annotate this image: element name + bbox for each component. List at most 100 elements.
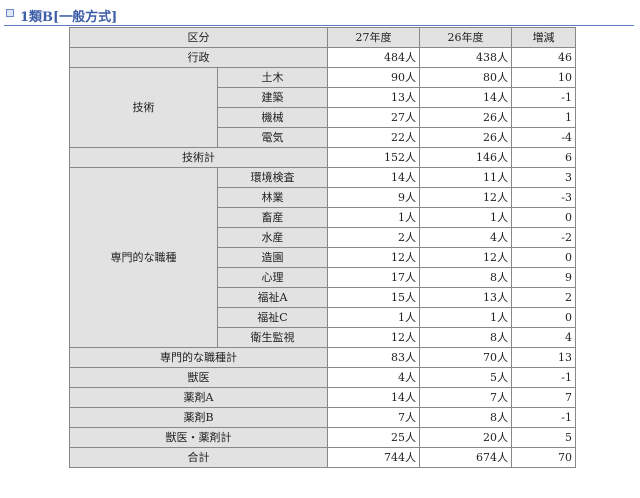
value-y27: 1人: [327, 307, 420, 328]
row-label: 獣医・薬剤計: [69, 427, 328, 448]
square-bullet-icon: [6, 9, 14, 17]
value-diff: 0: [511, 207, 576, 228]
value-diff: 5: [511, 427, 576, 448]
value-y26: 11人: [419, 167, 512, 188]
table-row-subtotal: 獣医・薬剤計 25人 20人 5: [69, 427, 576, 448]
value-diff: 6: [511, 147, 576, 168]
value-diff: 0: [511, 247, 576, 268]
section-title: 1類B[一般方式]: [20, 10, 118, 25]
value-y27: 7人: [327, 407, 420, 428]
value-y26: 1人: [419, 307, 512, 328]
value-y26: 20人: [419, 427, 512, 448]
value-diff: 3: [511, 167, 576, 188]
value-y26: 8人: [419, 327, 512, 348]
group-label-gijutsu: 技術: [69, 67, 218, 148]
value-y26: 8人: [419, 407, 512, 428]
table-row: 機械 27人 26人 1: [70, 107, 576, 128]
value-y26: 12人: [419, 247, 512, 268]
table-row: 専門的な職種 環境検査 14人 11人 3: [69, 167, 576, 348]
value-y26: 146人: [419, 147, 512, 168]
value-y26: 14人: [419, 87, 512, 108]
table-row: 獣医 4人 5人 -1: [69, 367, 576, 388]
row-label: 心理: [217, 267, 328, 288]
value-diff: 10: [511, 67, 576, 88]
table-row: 心理 17人 8人 9: [70, 267, 576, 288]
table-row: 電気 22人 26人 -4: [70, 127, 576, 148]
value-y27: 12人: [327, 327, 420, 348]
value-diff: -1: [511, 87, 576, 108]
value-y27: 1人: [327, 207, 420, 228]
header-y26: 26年度: [419, 27, 512, 48]
row-label: 合計: [69, 447, 328, 468]
value-y26: 4人: [419, 227, 512, 248]
value-y27: 27人: [327, 107, 420, 128]
value-diff: -2: [511, 227, 576, 248]
value-diff: -1: [511, 367, 576, 388]
value-diff: 9: [511, 267, 576, 288]
value-y27: 15人: [327, 287, 420, 308]
row-label: 薬剤A: [69, 387, 328, 408]
value-y27: 4人: [327, 367, 420, 388]
row-label: 衛生監視: [217, 327, 328, 348]
header-diff: 増減: [511, 27, 576, 48]
value-diff: 4: [511, 327, 576, 348]
value-diff: 1: [511, 107, 576, 128]
table-row: 林業 9人 12人 -3: [70, 187, 576, 208]
value-y26: 674人: [419, 447, 512, 468]
section-heading: 1類B[一般方式]: [4, 5, 634, 26]
row-label: 技術計: [69, 147, 328, 168]
value-diff: 13: [511, 347, 576, 368]
row-label: 福祉C: [217, 307, 328, 328]
row-label: 獣医: [69, 367, 328, 388]
value-diff: -4: [511, 127, 576, 148]
group-label-senmon: 専門的な職種: [69, 167, 218, 348]
row-label: 造園: [217, 247, 328, 268]
value-diff: 2: [511, 287, 576, 308]
value-diff: -3: [511, 187, 576, 208]
row-label: 機械: [217, 107, 328, 128]
value-y27: 13人: [327, 87, 420, 108]
row-label: 畜産: [217, 207, 328, 228]
row-label: 薬剤B: [69, 407, 328, 428]
table-row: 衛生監視 12人 8人 4: [70, 327, 576, 348]
value-y26: 26人: [419, 127, 512, 148]
row-label: 林業: [217, 187, 328, 208]
applicant-count-table: 区分 27年度 26年度 増減 行政 484人 438人 46 技術 土木 90…: [69, 27, 576, 468]
value-y27: 17人: [327, 267, 420, 288]
row-label: 土木: [217, 67, 328, 88]
header-category: 区分: [69, 27, 328, 48]
value-y27: 14人: [327, 167, 420, 188]
value-y26: 26人: [419, 107, 512, 128]
value-y27: 484人: [327, 47, 420, 68]
table-row: 薬剤A 14人 7人 7: [69, 387, 576, 408]
value-y27: 152人: [327, 147, 420, 168]
value-y27: 83人: [327, 347, 420, 368]
value-y26: 8人: [419, 267, 512, 288]
value-diff: 7: [511, 387, 576, 408]
value-y27: 2人: [327, 227, 420, 248]
value-y27: 22人: [327, 127, 420, 148]
value-y27: 14人: [327, 387, 420, 408]
value-y26: 70人: [419, 347, 512, 368]
table-row-subtotal: 技術計 152人 146人 6: [69, 147, 576, 168]
value-y26: 80人: [419, 67, 512, 88]
value-diff: 0: [511, 307, 576, 328]
value-y26: 5人: [419, 367, 512, 388]
table-row-total: 合計 744人 674人 70: [69, 447, 576, 468]
row-label: 環境検査: [217, 167, 328, 188]
row-label: 福祉A: [217, 287, 328, 308]
row-label: 建築: [217, 87, 328, 108]
row-label: 行政: [69, 47, 328, 68]
value-y26: 12人: [419, 187, 512, 208]
table-row: 行政 484人 438人 46: [69, 47, 576, 68]
row-label: 電気: [217, 127, 328, 148]
value-y26: 1人: [419, 207, 512, 228]
value-y26: 13人: [419, 287, 512, 308]
value-y26: 7人: [419, 387, 512, 408]
value-y27: 12人: [327, 247, 420, 268]
row-label: 水産: [217, 227, 328, 248]
table-row: 水産 2人 4人 -2: [70, 227, 576, 248]
value-y27: 90人: [327, 67, 420, 88]
value-y26: 438人: [419, 47, 512, 68]
table-row-subtotal: 専門的な職種計 83人 70人 13: [69, 347, 576, 368]
